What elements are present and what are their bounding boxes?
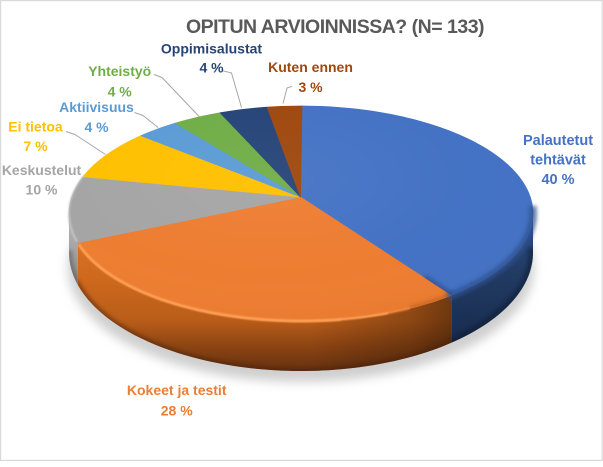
- svg-text:OPITUN ARVIOINNISSA? (N= 133): OPITUN ARVIOINNISSA? (N= 133): [186, 16, 484, 38]
- svg-text:4 %: 4 %: [199, 60, 224, 76]
- svg-text:Kuten ennen: Kuten ennen: [268, 59, 353, 75]
- svg-text:4 %: 4 %: [84, 119, 109, 135]
- svg-text:Kokeet ja testit: Kokeet ja testit: [127, 382, 227, 398]
- svg-text:Aktiivisuus: Aktiivisuus: [59, 99, 134, 115]
- svg-text:Keskustelut: Keskustelut: [2, 162, 82, 178]
- svg-text:Palautetut: Palautetut: [523, 133, 593, 149]
- svg-text:40 %: 40 %: [541, 172, 574, 188]
- svg-text:Yhteistyö: Yhteistyö: [88, 63, 151, 79]
- svg-text:10 %: 10 %: [26, 181, 58, 197]
- svg-text:Ei tietoa: Ei tietoa: [8, 118, 63, 134]
- svg-text:4 %: 4 %: [108, 84, 133, 100]
- svg-text:tehtävät: tehtävät: [530, 153, 586, 169]
- svg-text:3 %: 3 %: [298, 79, 323, 95]
- svg-text:Oppimisalustat: Oppimisalustat: [161, 41, 262, 57]
- svg-text:7 %: 7 %: [23, 138, 48, 154]
- svg-text:28 %: 28 %: [161, 402, 193, 418]
